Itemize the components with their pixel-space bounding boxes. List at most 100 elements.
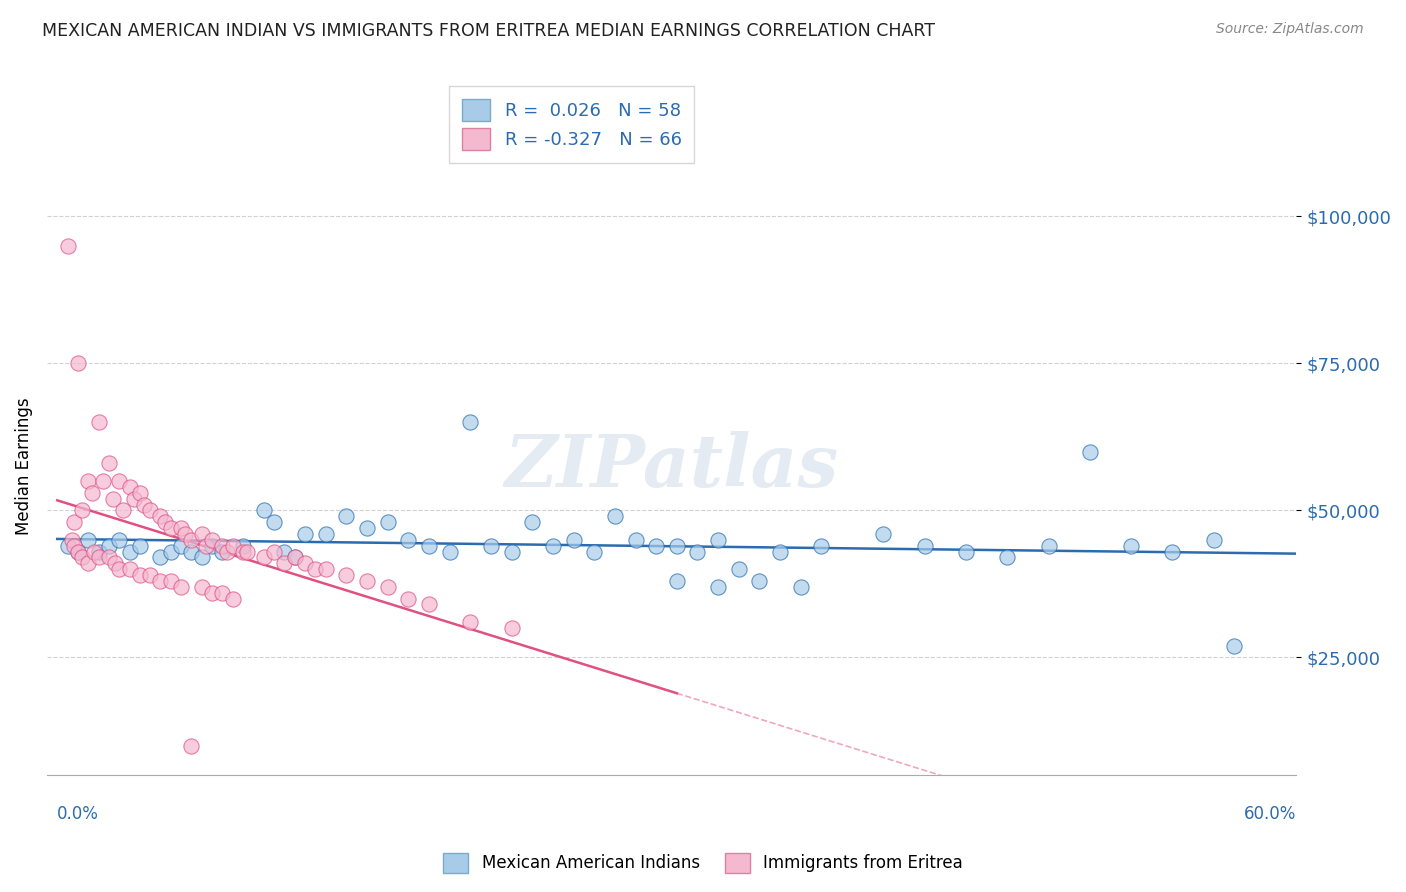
Point bbox=[139, 503, 162, 517]
Point bbox=[194, 539, 217, 553]
Point bbox=[66, 544, 89, 558]
Point bbox=[335, 509, 357, 524]
Point bbox=[1078, 444, 1101, 458]
Point bbox=[522, 515, 544, 529]
Point bbox=[377, 580, 399, 594]
Point bbox=[128, 568, 150, 582]
Point bbox=[101, 491, 124, 506]
Point bbox=[479, 539, 502, 553]
Point bbox=[914, 539, 936, 553]
Point bbox=[458, 615, 481, 629]
Point bbox=[108, 533, 131, 547]
Point bbox=[191, 550, 214, 565]
Point bbox=[253, 550, 276, 565]
Point bbox=[284, 550, 307, 565]
Point bbox=[201, 533, 224, 547]
Point bbox=[170, 539, 193, 553]
Point bbox=[108, 562, 131, 576]
Point bbox=[273, 557, 295, 571]
Point bbox=[153, 515, 176, 529]
Point bbox=[222, 591, 245, 606]
Point bbox=[284, 550, 307, 565]
Point bbox=[356, 521, 378, 535]
Point bbox=[790, 580, 813, 594]
Point bbox=[686, 544, 709, 558]
Point bbox=[294, 527, 316, 541]
Point bbox=[315, 527, 337, 541]
Point bbox=[77, 557, 100, 571]
Point bbox=[541, 539, 564, 553]
Point bbox=[263, 544, 285, 558]
Point bbox=[294, 557, 316, 571]
Point bbox=[174, 527, 197, 541]
Point bbox=[769, 544, 792, 558]
Point bbox=[418, 539, 440, 553]
Point bbox=[132, 498, 155, 512]
Point bbox=[170, 521, 193, 535]
Point bbox=[263, 515, 285, 529]
Point bbox=[501, 621, 523, 635]
Legend: Mexican American Indians, Immigrants from Eritrea: Mexican American Indians, Immigrants fro… bbox=[436, 847, 970, 880]
Point bbox=[60, 533, 83, 547]
Point bbox=[70, 550, 93, 565]
Text: 0.0%: 0.0% bbox=[58, 805, 98, 823]
Point bbox=[995, 550, 1018, 565]
Point bbox=[201, 585, 224, 599]
Point bbox=[97, 539, 120, 553]
Point bbox=[232, 544, 254, 558]
Point bbox=[356, 574, 378, 588]
Text: MEXICAN AMERICAN INDIAN VS IMMIGRANTS FROM ERITREA MEDIAN EARNINGS CORRELATION C: MEXICAN AMERICAN INDIAN VS IMMIGRANTS FR… bbox=[42, 22, 935, 40]
Point bbox=[122, 491, 145, 506]
Point bbox=[418, 598, 440, 612]
Point bbox=[1223, 639, 1246, 653]
Point bbox=[87, 550, 110, 565]
Point bbox=[583, 544, 606, 558]
Point bbox=[77, 474, 100, 488]
Point bbox=[727, 562, 749, 576]
Point bbox=[872, 527, 894, 541]
Point bbox=[707, 533, 730, 547]
Point bbox=[159, 521, 181, 535]
Point bbox=[91, 474, 114, 488]
Point bbox=[335, 568, 357, 582]
Point bbox=[56, 239, 79, 253]
Point bbox=[810, 539, 832, 553]
Point bbox=[191, 527, 214, 541]
Point bbox=[211, 539, 233, 553]
Point bbox=[180, 739, 202, 753]
Point bbox=[624, 533, 647, 547]
Point bbox=[159, 544, 181, 558]
Point bbox=[149, 550, 172, 565]
Point bbox=[236, 544, 259, 558]
Point bbox=[396, 533, 419, 547]
Point bbox=[82, 485, 104, 500]
Point bbox=[304, 562, 326, 576]
Point bbox=[439, 544, 461, 558]
Point bbox=[112, 503, 135, 517]
Point bbox=[955, 544, 977, 558]
Point bbox=[1202, 533, 1225, 547]
Point bbox=[191, 580, 214, 594]
Point bbox=[377, 515, 399, 529]
Point bbox=[139, 568, 162, 582]
Text: ZIPatlas: ZIPatlas bbox=[505, 431, 839, 502]
Point bbox=[108, 474, 131, 488]
Point bbox=[396, 591, 419, 606]
Point bbox=[149, 509, 172, 524]
Point bbox=[56, 539, 79, 553]
Point bbox=[665, 574, 688, 588]
Point bbox=[180, 533, 202, 547]
Point bbox=[97, 550, 120, 565]
Point bbox=[215, 544, 238, 558]
Point bbox=[66, 356, 89, 370]
Point bbox=[62, 539, 84, 553]
Point bbox=[201, 539, 224, 553]
Point bbox=[748, 574, 770, 588]
Point bbox=[149, 574, 172, 588]
Point bbox=[170, 580, 193, 594]
Point bbox=[180, 544, 202, 558]
Point bbox=[458, 415, 481, 429]
Point bbox=[66, 544, 89, 558]
Point bbox=[87, 415, 110, 429]
Point bbox=[315, 562, 337, 576]
